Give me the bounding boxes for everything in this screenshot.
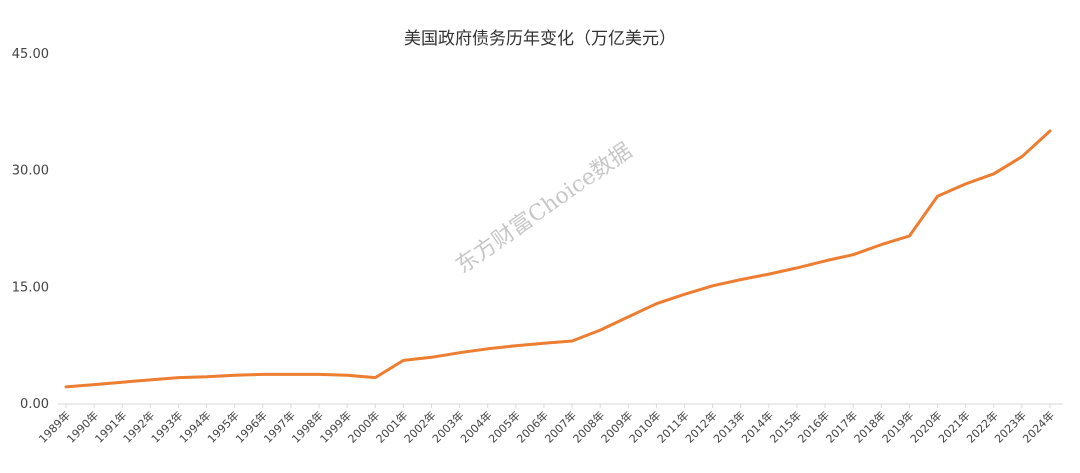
- data-point: [823, 259, 827, 263]
- data-point: [373, 376, 377, 380]
- data-point: [120, 380, 124, 384]
- watermark: 东方财富Choice数据: [452, 139, 637, 279]
- data-point: [148, 378, 152, 382]
- x-tick-label: 2024年: [1020, 408, 1057, 445]
- data-point: [964, 182, 968, 186]
- data-point: [205, 375, 209, 379]
- data-point: [486, 347, 490, 351]
- data-point: [907, 234, 911, 238]
- y-tick-label: 45.00: [12, 47, 49, 62]
- data-point: [1020, 155, 1024, 159]
- data-point: [795, 266, 799, 270]
- y-axis: 0.00 15.00 30.00 45.00: [12, 47, 49, 412]
- chart-title: 美国政府债务历年变化（万亿美元）: [404, 29, 676, 49]
- data-point: [542, 341, 546, 345]
- x-axis: 1989年1990年1991年1992年1993年1994年1995年1996年…: [36, 404, 1057, 446]
- data-point: [176, 376, 180, 380]
- data-point: [317, 372, 321, 376]
- y-tick-label: 15.00: [12, 280, 49, 295]
- data-point: [345, 373, 349, 377]
- data-point: [401, 358, 405, 362]
- watermark-text: 东方财富Choice数据: [452, 139, 637, 279]
- data-point: [458, 351, 462, 355]
- data-point: [879, 243, 883, 247]
- debt-series-line: [64, 129, 1052, 389]
- data-point: [739, 278, 743, 282]
- data-point: [654, 302, 658, 306]
- data-point: [1048, 129, 1052, 133]
- data-point: [233, 373, 237, 377]
- data-point: [851, 253, 855, 257]
- y-tick-label: 30.00: [12, 164, 49, 179]
- data-point: [64, 385, 68, 389]
- data-point: [683, 292, 687, 296]
- data-point: [261, 372, 265, 376]
- data-point: [570, 339, 574, 343]
- data-point: [992, 172, 996, 176]
- y-tick-label: 0.00: [20, 397, 49, 412]
- data-point: [626, 315, 630, 319]
- data-point: [514, 344, 518, 348]
- data-point: [936, 194, 940, 198]
- data-point: [711, 284, 715, 288]
- data-point: [92, 383, 96, 387]
- data-point: [289, 372, 293, 376]
- data-point: [598, 328, 602, 332]
- data-point: [767, 272, 771, 276]
- data-points: [64, 129, 1052, 389]
- data-point: [429, 355, 433, 359]
